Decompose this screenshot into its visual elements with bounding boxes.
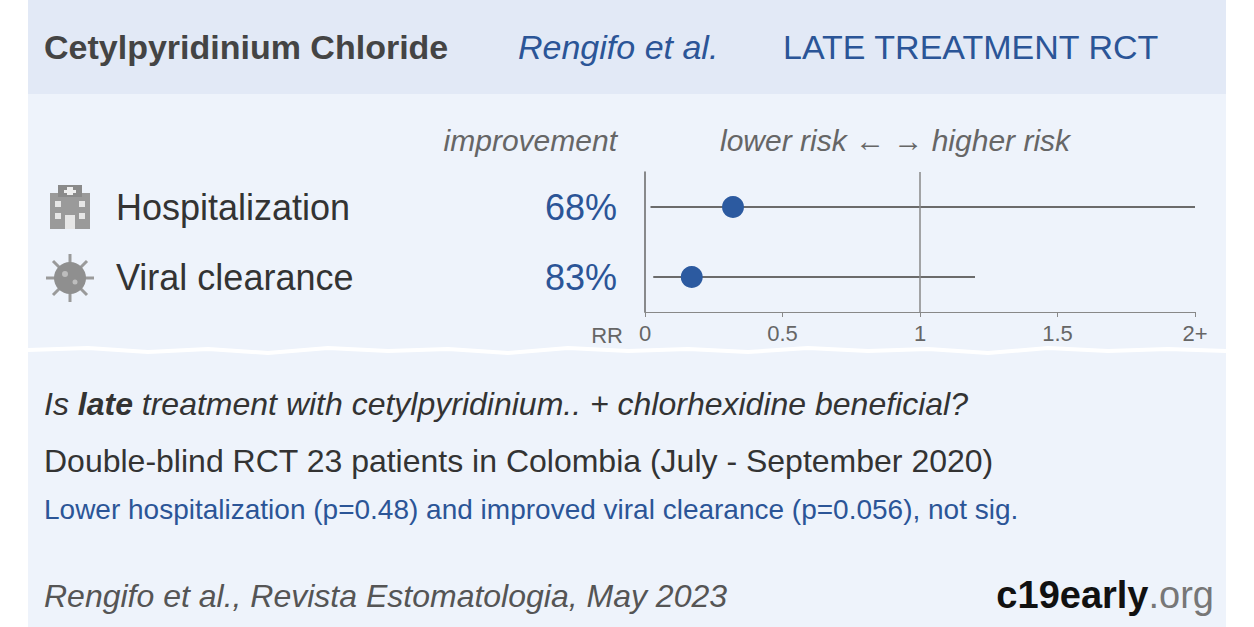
svg-text:2+: 2+ <box>1182 321 1207 346</box>
svg-text:0: 0 <box>639 321 651 346</box>
svg-text:Viral clearance: Viral clearance <box>116 257 353 298</box>
html-text:Lower hospitalization (p=0.48): Lower hospitalization (p=0.48) and impro… <box>44 494 1019 525</box>
html-text:c19early.org: c19early.org <box>996 574 1214 616</box>
html-text:Is late treatment with cetylpy: Is late treatment with cetylpyridinium..… <box>44 386 968 422</box>
html-text:improvement: improvement <box>443 124 617 157</box>
svg-text:1.5: 1.5 <box>1042 321 1073 346</box>
svg-text:Hospitalization: Hospitalization <box>116 187 350 228</box>
html-text:Cetylpyridinium Chloride: Cetylpyridinium Chloride <box>44 28 449 66</box>
svg-text:68%: 68% <box>545 187 617 228</box>
svg-text:0.5: 0.5 <box>767 321 798 346</box>
html-text:Rengifo et al.: Rengifo et al. <box>518 28 719 66</box>
html-text:LATE TREATMENT RCT: LATE TREATMENT RCT <box>783 28 1159 66</box>
svg-text:83%: 83% <box>545 257 617 298</box>
html-text:Double-blind RCT 23 patients i: Double-blind RCT 23 patients in Colombia… <box>44 443 994 479</box>
svg-text:RR: RR <box>591 323 623 348</box>
html-text:Rengifo et al., Revista Estoma: Rengifo et al., Revista Estomatologia, M… <box>44 578 727 614</box>
html-text:lower risk ← → higher risk: lower risk ← → higher risk <box>720 124 1071 157</box>
svg-text:1: 1 <box>914 321 926 346</box>
